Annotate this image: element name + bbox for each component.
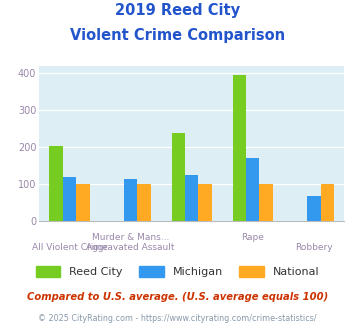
- Text: Compared to U.S. average. (U.S. average equals 100): Compared to U.S. average. (U.S. average …: [27, 292, 328, 302]
- Text: 2019 Reed City: 2019 Reed City: [115, 3, 240, 18]
- Text: Murder & Mans...: Murder & Mans...: [92, 233, 169, 242]
- Bar: [185, 175, 198, 221]
- Bar: [233, 75, 246, 221]
- Text: Robbery: Robbery: [295, 243, 333, 251]
- Text: All Violent Crime: All Violent Crime: [32, 243, 108, 251]
- Text: © 2025 CityRating.com - https://www.cityrating.com/crime-statistics/: © 2025 CityRating.com - https://www.city…: [38, 314, 317, 323]
- Text: Rape: Rape: [241, 233, 264, 242]
- Bar: [307, 196, 321, 221]
- Bar: [171, 133, 185, 221]
- Bar: [63, 177, 76, 221]
- Bar: [321, 184, 334, 221]
- Bar: [76, 184, 90, 221]
- Text: Aggravated Assault: Aggravated Assault: [86, 243, 175, 251]
- Legend: Reed City, Michigan, National: Reed City, Michigan, National: [31, 261, 324, 281]
- Bar: [260, 184, 273, 221]
- Bar: [198, 184, 212, 221]
- Text: Violent Crime Comparison: Violent Crime Comparison: [70, 28, 285, 43]
- Bar: [246, 158, 260, 221]
- Bar: [137, 184, 151, 221]
- Bar: [49, 146, 63, 221]
- Bar: [124, 180, 137, 221]
